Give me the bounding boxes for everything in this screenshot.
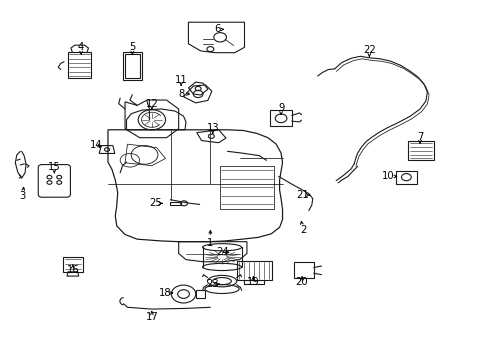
Text: 14: 14 [89, 140, 102, 150]
Text: 24: 24 [216, 247, 228, 257]
Text: 17: 17 [145, 312, 158, 322]
Text: 19: 19 [246, 277, 259, 287]
Text: 5: 5 [129, 42, 135, 52]
Text: 7: 7 [416, 132, 422, 142]
Text: 22: 22 [362, 45, 375, 55]
Text: 10: 10 [381, 171, 394, 181]
Text: 25: 25 [149, 198, 162, 208]
Text: 18: 18 [159, 288, 171, 298]
Text: 12: 12 [145, 99, 158, 109]
Text: 4: 4 [78, 42, 84, 52]
Text: 15: 15 [48, 162, 61, 172]
Text: 3: 3 [20, 191, 26, 201]
Text: 13: 13 [206, 123, 219, 133]
Text: 16: 16 [66, 265, 79, 275]
Text: 11: 11 [174, 75, 187, 85]
Text: 20: 20 [295, 277, 308, 287]
Text: 23: 23 [206, 279, 219, 289]
Text: 2: 2 [299, 225, 305, 235]
Text: 1: 1 [207, 238, 213, 248]
Text: 9: 9 [277, 103, 284, 113]
Text: 8: 8 [178, 89, 184, 99]
Text: 6: 6 [214, 24, 221, 35]
Text: 21: 21 [296, 190, 309, 200]
